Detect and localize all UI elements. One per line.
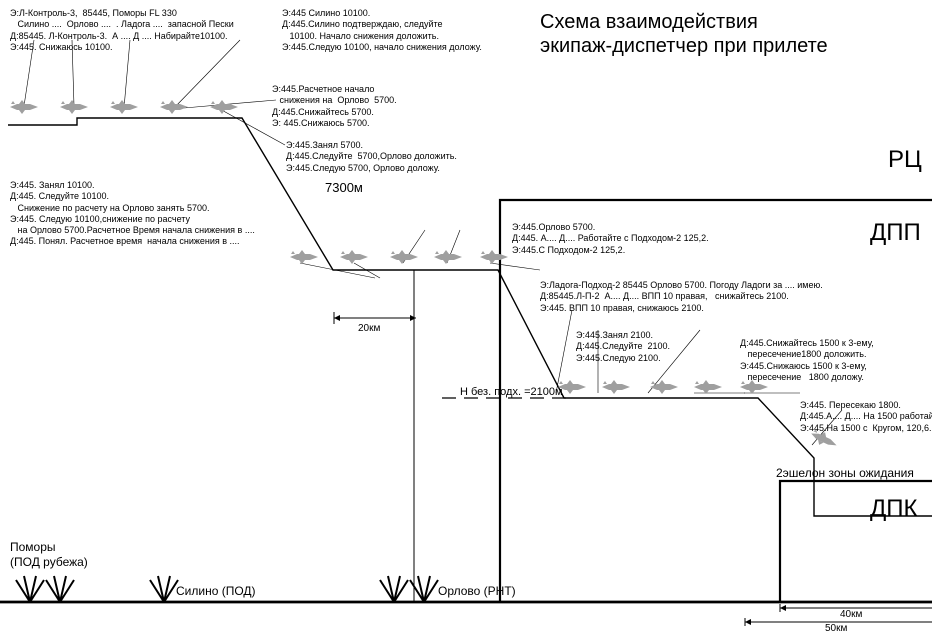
dialog-b5: Э:445. Занял 10100. Д:445. Следуйте 1010… <box>10 180 255 248</box>
label-safe-alt: Н без. подх. =2100м <box>460 386 563 400</box>
label-50km: 50км <box>825 623 847 633</box>
aircraft-icon <box>480 250 508 264</box>
aircraft-icon <box>340 250 368 264</box>
dialog-b4: Э:445.Занял 5700. Д:445.Следуйте 5700,Ор… <box>286 140 457 174</box>
wp-silino: Силино (ПОД) <box>176 584 256 599</box>
dialog-b3: Э:445.Расчетное начало снижения на Орлов… <box>272 84 397 129</box>
aircraft-icon <box>10 100 38 114</box>
aircraft-icon <box>650 380 678 394</box>
label-holding: 2эшелон зоны ожидания <box>776 466 914 481</box>
aircraft-icon <box>210 100 238 114</box>
dialog-b10: Э:445. Пересекаю 1800. Д:445.А.... Д....… <box>800 400 932 434</box>
label-dpk: ДПК <box>870 494 917 524</box>
dialog-b8: Э:445.Занял 2100. Д:445.Следуйте 2100. Э… <box>576 330 670 364</box>
aircraft-icon <box>160 100 188 114</box>
label-rc: РЦ <box>888 145 922 175</box>
label-7300: 7300м <box>325 180 363 196</box>
diagram-svg <box>0 0 932 633</box>
label-40km: 40км <box>840 609 862 622</box>
diagram-root: { "title": "Схема взаимодействия\nэкипаж… <box>0 0 932 633</box>
aircraft-icon <box>434 250 462 264</box>
aircraft-icon <box>602 380 630 394</box>
wp-pomory: Поморы (ПОД рубежа) <box>10 540 88 570</box>
label-dpp: ДПП <box>870 218 921 248</box>
dialog-b1: Э:Л-Контроль-3, 85445, Поморы FL 330 Сил… <box>10 8 234 53</box>
aircraft-icon <box>110 100 138 114</box>
page-title: Схема взаимодействия экипаж-диспетчер пр… <box>540 10 828 58</box>
aircraft-icon <box>290 250 318 264</box>
dialog-b6: Э:445.Орлово 5700. Д:445. А.... Д.... Ра… <box>512 222 709 256</box>
dialog-b9: Д:445.Снижайтесь 1500 к 3-ему, пересечен… <box>740 338 874 383</box>
aircraft-icon <box>694 380 722 394</box>
dialog-b7: Э:Ладога-Подход-2 85445 Орлово 5700. Пог… <box>540 280 823 314</box>
wp-orlovo: Орлово (РНТ) <box>438 584 516 599</box>
label-20km: 20км <box>358 323 380 336</box>
dialog-b2: Э:445 Силино 10100. Д:445.Силино подтвер… <box>282 8 482 53</box>
